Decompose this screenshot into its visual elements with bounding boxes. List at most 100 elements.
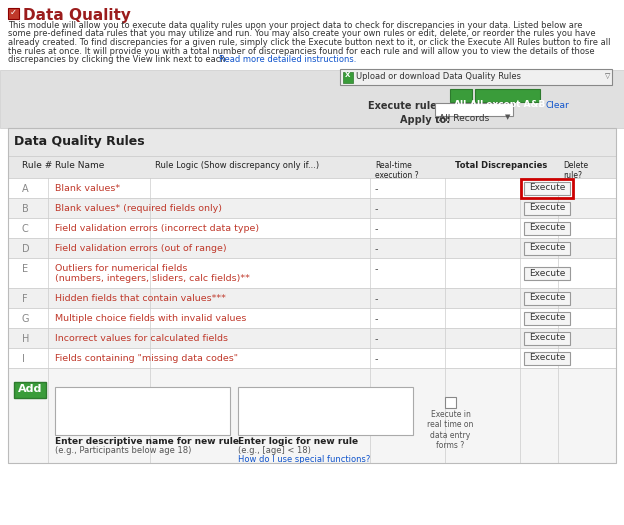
Bar <box>8 156 616 178</box>
Text: Field validation errors (out of range): Field validation errors (out of range) <box>55 244 227 253</box>
Text: -: - <box>375 244 379 254</box>
Bar <box>524 352 570 364</box>
Text: Clear: Clear <box>545 101 568 110</box>
Text: All Records: All Records <box>439 114 489 123</box>
Bar <box>524 291 570 304</box>
Text: -: - <box>375 314 379 324</box>
Text: ✓: ✓ <box>10 8 17 17</box>
Bar <box>475 89 540 102</box>
Text: Incorrect values for calculated fields: Incorrect values for calculated fields <box>55 334 228 343</box>
Text: Multiple choice fields with invalid values: Multiple choice fields with invalid valu… <box>55 314 246 323</box>
Bar <box>8 258 616 288</box>
Text: Read more detailed instructions.: Read more detailed instructions. <box>219 55 356 64</box>
Text: All except A&B: All except A&B <box>470 100 545 109</box>
Text: Rule Logic (Show discrepancy only if...): Rule Logic (Show discrepancy only if...) <box>155 161 319 170</box>
Bar <box>450 89 472 102</box>
Text: Execute: Execute <box>529 268 565 278</box>
Text: Blank values*: Blank values* <box>55 184 120 193</box>
Text: Enter descriptive name for new rule: Enter descriptive name for new rule <box>55 437 239 446</box>
Text: Execute in
real time on
data entry
forms ?: Execute in real time on data entry forms… <box>427 410 474 450</box>
Text: -: - <box>375 294 379 304</box>
Text: Outliers for numerical fields
(numbers, integers, sliders, calc fields)**: Outliers for numerical fields (numbers, … <box>55 264 250 284</box>
Text: H: H <box>22 334 29 344</box>
Bar <box>524 222 570 235</box>
Text: Execute: Execute <box>529 184 565 193</box>
Text: Execute: Execute <box>529 313 565 322</box>
Bar <box>8 348 616 368</box>
Bar <box>524 202 570 215</box>
Text: Execute rules:: Execute rules: <box>368 101 447 111</box>
Bar <box>238 387 413 435</box>
Text: -: - <box>375 354 379 364</box>
Text: Rule #: Rule # <box>22 161 52 170</box>
Bar <box>524 331 570 344</box>
Bar <box>8 288 616 308</box>
Text: ▼: ▼ <box>505 114 510 120</box>
Text: B: B <box>22 204 29 214</box>
Text: C: C <box>22 224 29 234</box>
Bar <box>524 267 570 279</box>
Text: -: - <box>375 224 379 234</box>
Bar <box>445 397 456 408</box>
Text: Real-time
execution ?: Real-time execution ? <box>375 161 419 181</box>
Text: How do I use special functions?: How do I use special functions? <box>238 455 371 464</box>
Text: discrepancies by clicking the View link next to each.: discrepancies by clicking the View link … <box>8 55 228 64</box>
Text: Blank values* (required fields only): Blank values* (required fields only) <box>55 204 222 213</box>
Text: This module will allow you to execute data quality rules upon your project data : This module will allow you to execute da… <box>8 21 582 30</box>
Bar <box>343 72 353 83</box>
Bar <box>8 128 616 463</box>
Bar <box>8 198 616 218</box>
Bar <box>435 103 513 116</box>
Bar <box>524 311 570 324</box>
Bar <box>0 70 624 128</box>
Text: Execute: Execute <box>529 204 565 213</box>
Bar <box>340 69 612 85</box>
Text: D: D <box>22 244 29 254</box>
Text: Upload or download Data Quality Rules: Upload or download Data Quality Rules <box>356 72 521 81</box>
Bar <box>8 368 616 463</box>
Text: (e.g., [age] < 18): (e.g., [age] < 18) <box>238 446 311 455</box>
Text: the rules at once. It will provide you with a total number of discrepancies foun: the rules at once. It will provide you w… <box>8 47 595 56</box>
Text: Total Discrepancies: Total Discrepancies <box>455 161 547 170</box>
Text: Execute: Execute <box>529 333 565 342</box>
Bar <box>8 8 19 19</box>
Text: Execute: Execute <box>529 244 565 253</box>
Text: X: X <box>345 72 351 78</box>
Text: Field validation errors (incorrect data type): Field validation errors (incorrect data … <box>55 224 259 233</box>
Text: Fields containing "missing data codes": Fields containing "missing data codes" <box>55 354 238 363</box>
Text: G: G <box>22 314 29 324</box>
Text: Delete
rule?: Delete rule? <box>563 161 588 181</box>
Bar <box>521 178 573 197</box>
Bar <box>8 128 616 156</box>
Text: I: I <box>22 354 25 364</box>
Bar <box>8 218 616 238</box>
Bar <box>8 308 616 328</box>
Bar <box>8 238 616 258</box>
Text: Enter logic for new rule: Enter logic for new rule <box>238 437 358 446</box>
Bar <box>524 242 570 255</box>
Text: -: - <box>375 264 379 274</box>
Text: already created. To find discrepancies for a given rule, simply click the Execut: already created. To find discrepancies f… <box>8 38 610 47</box>
Text: (e.g., Participants below age 18): (e.g., Participants below age 18) <box>55 446 192 455</box>
Text: Execute: Execute <box>529 353 565 362</box>
Text: -: - <box>375 184 379 194</box>
Text: -: - <box>375 204 379 214</box>
Bar <box>8 178 616 198</box>
Text: Execute: Execute <box>529 224 565 233</box>
Text: Execute: Execute <box>529 293 565 302</box>
Text: E: E <box>22 264 28 274</box>
Bar <box>8 328 616 348</box>
Text: Add: Add <box>18 384 42 394</box>
Text: Apply to:: Apply to: <box>400 115 451 125</box>
Bar <box>14 382 46 398</box>
Text: A: A <box>22 184 29 194</box>
Text: some pre-defined data rules that you may utilize and run. You may also create yo: some pre-defined data rules that you may… <box>8 29 596 38</box>
Text: Data Quality: Data Quality <box>23 8 131 23</box>
Text: All: All <box>454 100 467 109</box>
Text: ▽: ▽ <box>605 73 610 79</box>
Text: F: F <box>22 294 27 304</box>
Text: Data Quality Rules: Data Quality Rules <box>14 135 145 148</box>
Bar <box>55 387 230 435</box>
Text: -: - <box>375 334 379 344</box>
Bar <box>524 182 570 194</box>
